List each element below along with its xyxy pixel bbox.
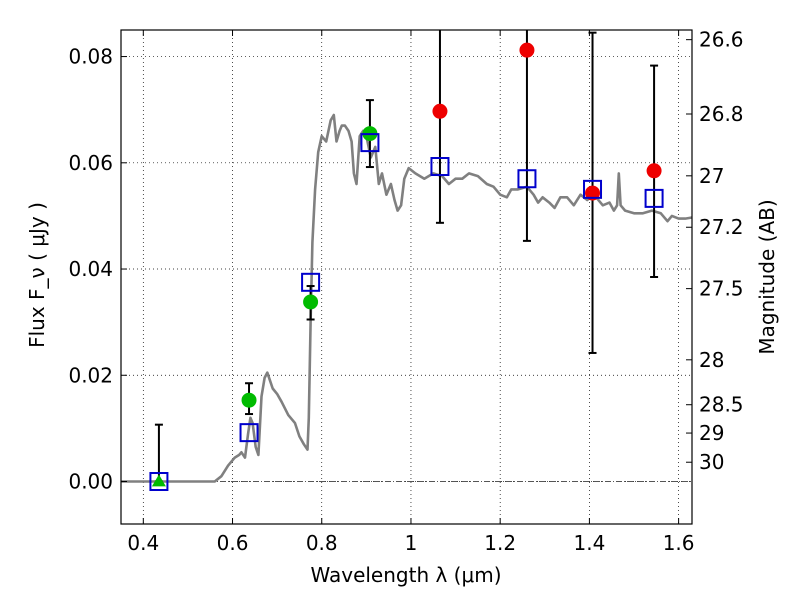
x-tick-labels: 0.4 0.6 0.8 1 1.2 1.4 1.6: [127, 531, 694, 555]
model-photometry-square: [430, 157, 450, 177]
photometry-markers: [149, 42, 664, 492]
y2-tick-label: 28.5: [699, 393, 744, 417]
y2-tick-label: 26.6: [699, 28, 744, 52]
model-photometry-square: [239, 423, 259, 443]
model-sed-line: [121, 113, 693, 483]
data-point: [585, 185, 601, 201]
y2-tick-label: 27.2: [699, 215, 744, 239]
y-tick-label: 0.06: [68, 151, 113, 175]
x-tick-label: 1.6: [663, 531, 695, 555]
plot-frame: [120, 29, 693, 525]
y2-tick-label: 29: [699, 421, 724, 445]
x-tick-label: 0.4: [127, 531, 159, 555]
magnitude-tick-labels: 26.6 26.8 27 27.2 27.5 28 28.5 29 30: [699, 28, 744, 475]
model-photometry-square: [360, 133, 380, 153]
y-tick-labels: 0.00 0.02 0.04 0.06 0.08: [68, 45, 113, 494]
model-sed-curve: [121, 113, 693, 483]
y2-tick-label: 30: [699, 450, 724, 474]
model-photometry-square: [517, 169, 537, 189]
data-point: [241, 392, 257, 408]
model-photometry-square: [301, 272, 321, 292]
x-tick-label: 1: [405, 531, 418, 555]
data-point: [519, 42, 535, 58]
model-photometry-square: [149, 472, 169, 492]
x-tick-label: 1.2: [484, 531, 516, 555]
grid-lines: [121, 30, 692, 524]
model-photometry-square: [583, 179, 603, 199]
y2-tick-label: 26.8: [699, 102, 744, 126]
y2-axis-label: Magnitude (AB): [755, 199, 779, 354]
model-photometry-square: [644, 188, 664, 208]
data-point: [432, 103, 448, 119]
y-tick-label: 0.08: [68, 45, 113, 69]
data-point: [646, 163, 662, 179]
x-tick-label: 1.4: [573, 531, 605, 555]
axis-ticks: [121, 30, 692, 524]
y-tick-label: 0.00: [68, 470, 113, 494]
x-tick-label: 0.8: [306, 531, 338, 555]
y-axis-label: Flux F_ν ( μJy ): [25, 202, 49, 348]
data-point: [303, 294, 319, 310]
x-tick-label: 0.6: [217, 531, 249, 555]
y-tick-label: 0.04: [68, 257, 113, 281]
error-bars: [154, 30, 659, 483]
y2-tick-label: 27.5: [699, 277, 744, 301]
y2-tick-label: 27: [699, 164, 724, 188]
x-axis-label: Wavelength λ (μm): [310, 563, 501, 587]
y-tick-label: 0.02: [68, 363, 113, 387]
upper-limit-triangle: [151, 474, 166, 487]
y2-tick-label: 28: [699, 348, 724, 372]
